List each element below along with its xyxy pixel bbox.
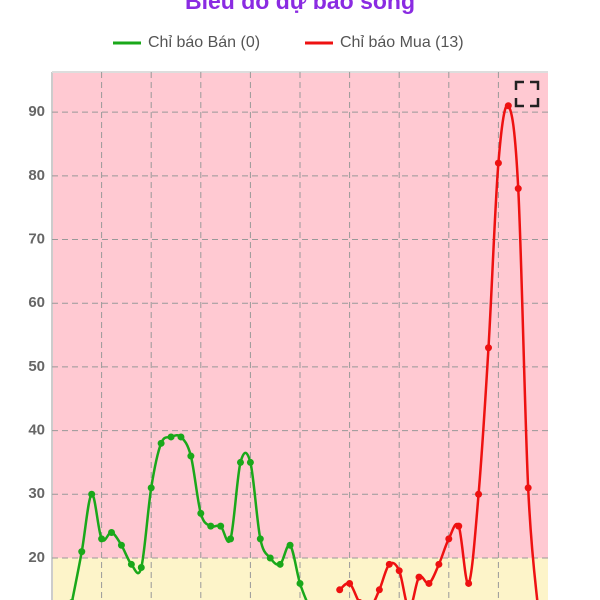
y-tick-label: 70 xyxy=(28,230,45,247)
data-point xyxy=(147,484,155,492)
legend-label: Chỉ báo Bán (0) xyxy=(148,34,260,51)
data-point xyxy=(415,573,423,581)
plot xyxy=(69,102,539,600)
data-point xyxy=(117,541,125,549)
data-point xyxy=(514,185,522,193)
data-point xyxy=(336,586,344,594)
chart-title: Biểu đồ dự báo sóng xyxy=(185,0,415,14)
data-point xyxy=(395,567,403,575)
data-point xyxy=(177,433,185,441)
data-point xyxy=(197,509,205,517)
data-point xyxy=(425,579,433,587)
data-point xyxy=(108,528,116,536)
data-point xyxy=(524,484,532,492)
data-point xyxy=(246,458,254,466)
data-point xyxy=(157,439,165,447)
data-point xyxy=(296,579,304,587)
data-point xyxy=(504,102,512,110)
data-point xyxy=(465,579,473,587)
grid xyxy=(52,72,548,600)
data-point xyxy=(475,490,483,498)
y-tick-label: 30 xyxy=(28,485,45,502)
data-point xyxy=(236,458,244,466)
y-tick-label: 90 xyxy=(28,103,45,120)
data-point xyxy=(98,535,106,543)
data-point xyxy=(375,586,383,594)
data-point xyxy=(256,535,264,543)
data-point xyxy=(167,433,175,441)
data-point xyxy=(276,560,284,568)
y-tick-label: 60 xyxy=(28,294,45,311)
y-tick-label: 50 xyxy=(28,358,45,375)
data-point xyxy=(78,548,86,556)
data-point xyxy=(494,159,502,167)
data-point xyxy=(455,522,463,530)
data-point xyxy=(207,522,215,530)
y-tick-label: 20 xyxy=(28,549,45,566)
data-point xyxy=(137,564,145,572)
data-point xyxy=(227,535,235,543)
expand-icon[interactable] xyxy=(514,80,540,108)
data-point xyxy=(286,541,294,549)
legend-label: Chỉ báo Mua (13) xyxy=(340,34,464,51)
data-point xyxy=(346,579,354,587)
data-point xyxy=(484,344,492,352)
data-point xyxy=(266,554,274,562)
data-point xyxy=(88,490,96,498)
data-point xyxy=(127,560,135,568)
data-point xyxy=(445,535,453,543)
y-tick-label: 80 xyxy=(28,167,45,184)
data-point xyxy=(187,452,195,460)
data-point xyxy=(217,522,225,530)
data-point xyxy=(385,560,393,568)
y-tick-label: 40 xyxy=(28,422,45,439)
data-point xyxy=(435,560,443,568)
